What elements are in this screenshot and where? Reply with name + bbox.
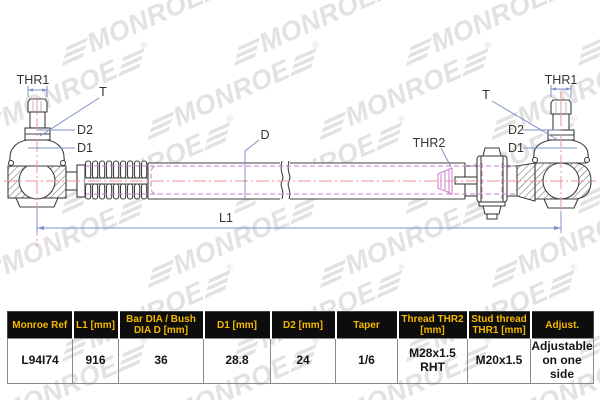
spec-table-header-row: Monroe Ref L1 [mm] Bar DIA / Bush DIA D … — [7, 311, 594, 339]
label-d1-right: D1 — [508, 141, 524, 155]
technical-drawing: THR1 T D2 D1 D THR2 T THR1 D2 D1 L1 — [4, 73, 596, 247]
clamp — [454, 147, 517, 220]
left-housing — [7, 162, 86, 208]
header-taper: Taper — [334, 311, 398, 339]
centerlines — [4, 92, 596, 247]
left-ball-joint — [7, 98, 86, 208]
drawing-labels: THR1 T D2 D1 D THR2 T THR1 D2 D1 L1 — [17, 73, 578, 225]
spec-table-row: L94I74 916 36 28.8 24 1/6 M28x1.5 RHT M2… — [7, 338, 594, 384]
label-t-right: T — [482, 88, 490, 102]
label-thr1-left: THR1 — [17, 73, 50, 87]
header-monroe-ref: Monroe Ref — [7, 311, 73, 339]
cell-adjust: Adjustable on one side — [530, 338, 594, 384]
clamp-bolt-head — [482, 147, 502, 157]
label-thr1-right: THR1 — [545, 73, 578, 87]
header-thread-thr2: Thread THR2 [mm] — [396, 311, 468, 339]
dimension-lines — [27, 85, 577, 233]
right-ball-joint — [516, 99, 592, 209]
label-d2-right: D2 — [508, 123, 524, 137]
label-d2-left: D2 — [77, 123, 93, 137]
cell-thread-thr2: M28x1.5 RHT — [397, 338, 468, 384]
right-cone — [516, 162, 536, 202]
left-boot — [7, 139, 67, 167]
cell-l1: 916 — [72, 338, 119, 384]
cell-bar-dia: 36 — [118, 338, 204, 384]
label-d1-left: D1 — [77, 141, 93, 155]
label-thr2: THR2 — [413, 136, 446, 150]
header-adjust: Adjust. — [529, 311, 594, 339]
cell-taper: 1/6 — [335, 338, 398, 384]
header-bar-dia: Bar DIA / Bush DIA D [mm] — [117, 311, 204, 339]
header-l1: L1 [mm] — [71, 311, 119, 339]
cell-stud-thr1: M20x1.5 — [467, 338, 531, 384]
corrugated-sleeve — [84, 160, 148, 200]
spec-table: Monroe Ref L1 [mm] Bar DIA / Bush DIA D … — [7, 311, 594, 384]
label-l1: L1 — [219, 211, 233, 225]
label-d-bar: D — [260, 128, 269, 142]
label-t-left: T — [99, 85, 107, 99]
clamp-nut — [482, 205, 502, 215]
cell-d1: 28.8 — [203, 338, 271, 384]
cell-monroe-ref: L94I74 — [7, 338, 73, 384]
header-stud-thr1: Stud thread THR1 [mm] — [466, 311, 531, 339]
cell-d2: 24 — [270, 338, 336, 384]
header-d1: D1 [mm] — [202, 311, 271, 339]
header-d2: D2 [mm] — [269, 311, 336, 339]
